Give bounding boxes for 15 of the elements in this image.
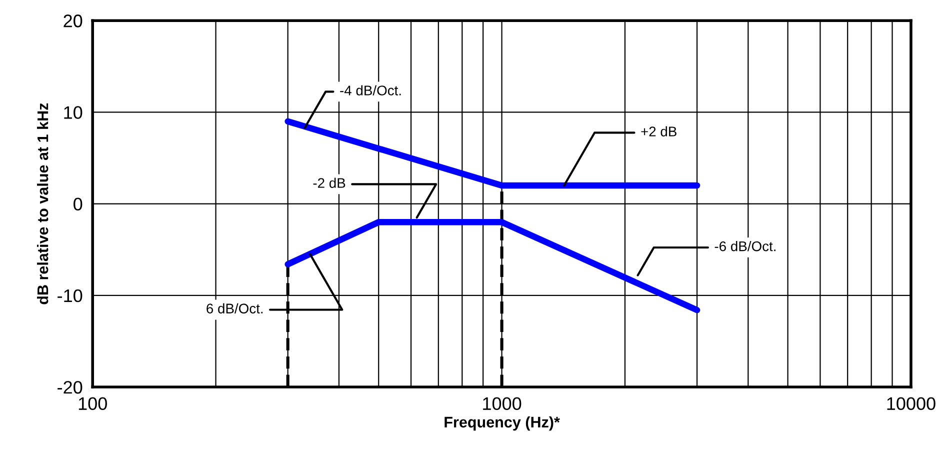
y-tick-label: -10 <box>58 289 82 302</box>
annotation: -6 dB/Oct. <box>714 241 776 252</box>
y-tick-label: 10 <box>64 106 82 119</box>
annotation: +2 dB <box>641 126 676 136</box>
annotation: -2 dB <box>313 178 346 188</box>
y-axis-title: dB relative to value at 1 kHz <box>36 103 48 304</box>
x-tick-label: 10000 <box>887 397 936 410</box>
x-axis-title: Frequency (Hz)* <box>444 416 560 431</box>
annotation: 6 dB/Oct. <box>206 303 263 314</box>
y-tick-label: 20 <box>64 14 82 28</box>
annotation: -4 dB/Oct. <box>340 85 401 96</box>
y-tick-label: -20 <box>58 380 82 394</box>
y-tick-label: 0 <box>74 198 82 211</box>
x-tick-label: 100 <box>78 397 107 410</box>
x-tick-label: 1000 <box>483 397 522 410</box>
